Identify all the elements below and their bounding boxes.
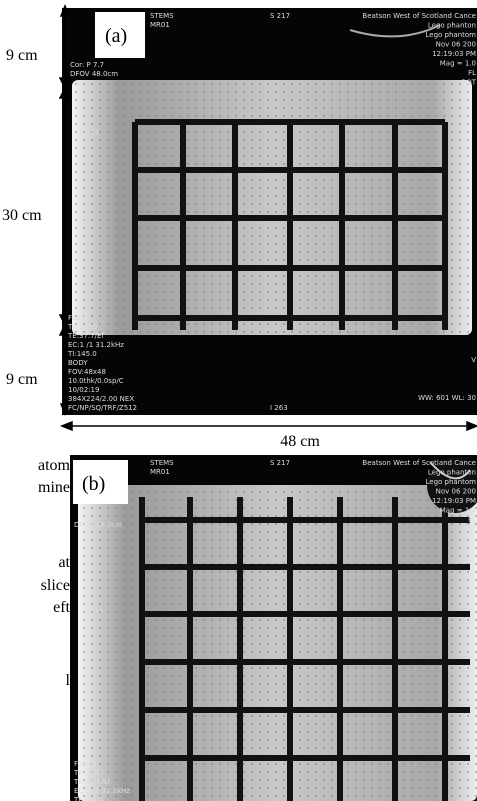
- overlay-text: MR01: [150, 468, 170, 476]
- overlay-text: Nov 06 200: [436, 41, 476, 49]
- overlay-text: 6: [80, 249, 85, 257]
- overlay-text: FL: [468, 69, 476, 77]
- overlay-text: 6: [84, 724, 89, 732]
- overlay-text: Beatson West of Scotland Cance: [362, 12, 476, 20]
- overlay-text: WW: 601 WL: 30: [418, 394, 476, 402]
- overlay-text: EC:1 /1 31.2kHz: [68, 341, 124, 349]
- overlay-text: 0: [80, 238, 84, 246]
- dimension-label: 30 cm: [2, 207, 42, 224]
- figure: (a) (b) 9 cm 30 cm 9 cm 48 cm STEMSMR01S…: [0, 0, 477, 801]
- overlay-text: TI:145.0: [67, 350, 97, 358]
- overlay-text: TE:37.7/Ef: [73, 778, 110, 786]
- side-text: mine: [38, 479, 70, 496]
- overlay-text: TI:145.0: [73, 796, 103, 801]
- overlay-text: Mag = 1.0: [440, 60, 476, 68]
- overlay-text: TR:3550: [73, 769, 103, 777]
- panel-label: (b): [82, 473, 105, 495]
- overlay-text: ROT: [461, 526, 476, 534]
- overlay-text: S 217: [270, 459, 290, 467]
- overlay-text: 2: [84, 702, 88, 710]
- overlay-text: FL: [468, 516, 476, 524]
- dimension-label: 9 cm: [6, 47, 38, 64]
- overlay-text: V: [471, 356, 476, 364]
- overlay-text: BODY: [68, 359, 88, 367]
- overlay-text: R: [80, 216, 85, 224]
- side-text: eft: [53, 599, 70, 616]
- overlay-text: Mag = 1.0: [440, 507, 476, 515]
- overlay-text: Lego phantom: [426, 31, 477, 39]
- overlay-text: FC/NP/SQ/TRF/Z512: [68, 404, 137, 412]
- overlay-text: 10/02:19: [68, 386, 99, 394]
- overlay-text: TR:3550: [67, 323, 97, 331]
- overlay-text: Nov 06 200: [436, 488, 476, 496]
- dimension-label: 48 cm: [280, 433, 320, 450]
- overlay-text: Cor: P 7.7: [70, 61, 104, 69]
- overlay-text: STEMS: [150, 12, 174, 20]
- overlay-text: 0: [84, 713, 88, 721]
- overlay-text: S 217: [270, 12, 290, 20]
- overlay-text: I 263: [270, 404, 288, 412]
- overlay-text: FSE-IR: [68, 314, 90, 322]
- panel-a-image: [62, 8, 477, 415]
- overlay-text: 12:19:03 PM: [432, 497, 476, 505]
- overlay-text: 12:19:03 PM: [432, 50, 476, 58]
- overlay-text: DFOV 48.0cm: [74, 521, 122, 529]
- overlay-text: 10.0thk/0.0sp/C: [68, 377, 124, 385]
- overlay-text: Lego phanton: [428, 469, 476, 477]
- overlay-text: Beatson West of Scotland Cance: [362, 459, 476, 467]
- overlay-text: 2: [80, 227, 84, 235]
- side-text: slice: [41, 577, 70, 594]
- dimension-label: 9 cm: [6, 371, 38, 388]
- panel-label: (a): [105, 25, 127, 47]
- overlay-text: FOV:48x48: [68, 368, 106, 376]
- overlay-text: ET:14: [84, 606, 104, 614]
- side-text: at: [58, 554, 70, 571]
- overlay-text: EC:1 /1 31.2kHz: [74, 787, 130, 795]
- side-text: atom: [38, 457, 71, 474]
- overlay-text: ET:14: [80, 129, 100, 137]
- panel-b-image: [70, 455, 477, 801]
- overlay-text: STEMS: [150, 459, 174, 467]
- overlay-text: FSE-IR: [74, 760, 96, 768]
- overlay-text: DFOV 48.0cm: [70, 70, 118, 78]
- overlay-text: Lego phanton: [428, 22, 476, 30]
- overlay-text: TE:37.7/Ef: [67, 332, 104, 340]
- overlay-text: Lego phantom: [426, 478, 477, 486]
- overlay-text: R: [84, 691, 89, 699]
- side-text: l: [66, 672, 71, 689]
- overlay-text: MR01: [150, 21, 170, 29]
- overlay-text: ROT: [461, 79, 476, 87]
- overlay-text: 384X224/2.00 NEX: [68, 395, 134, 403]
